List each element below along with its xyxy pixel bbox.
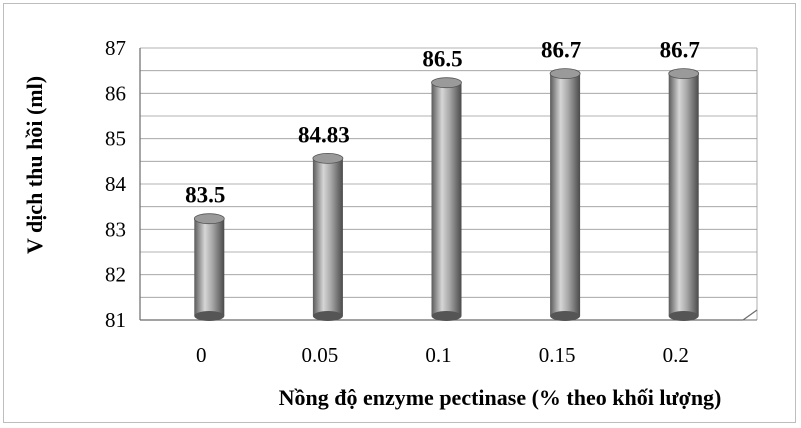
bar-top — [668, 68, 700, 79]
data-label: 86.7 — [541, 38, 581, 63]
bar — [193, 213, 225, 321]
bar — [549, 68, 581, 321]
bar-top — [312, 152, 344, 164]
data-label: 86.7 — [660, 38, 700, 63]
x-tick-label: 0.05 — [302, 343, 339, 367]
y-axis-label: V dịch thu hồi (ml) — [22, 76, 47, 254]
x-tick-label: 0 — [196, 343, 207, 367]
bar-base — [668, 311, 699, 321]
bars — [193, 68, 700, 321]
x-axis-label: Nồng độ enzyme pectinase (% theo khối lư… — [279, 385, 722, 410]
bar — [668, 68, 700, 321]
bar-top — [549, 68, 581, 79]
bar-base — [312, 311, 343, 321]
bar-body — [312, 158, 343, 316]
data-labels: 83.5 84.83 86.5 86.7 86.7 — [185, 38, 700, 208]
bar-base — [431, 311, 462, 321]
chart-frame — [3, 3, 796, 423]
x-tick-label: 0.2 — [663, 343, 689, 367]
floor-right-edge — [742, 309, 758, 321]
y-tick-label: 83 — [105, 217, 126, 241]
bar — [312, 152, 344, 321]
bar-body — [431, 82, 462, 317]
x-tick-label: 0.1 — [425, 343, 451, 367]
bar-base — [194, 311, 225, 321]
data-label: 86.5 — [422, 47, 462, 72]
bar-top — [193, 213, 225, 225]
bar-base — [550, 311, 581, 321]
bar-body — [550, 73, 581, 316]
y-tick-label: 81 — [105, 308, 126, 332]
data-label: 84.83 — [298, 122, 350, 147]
y-tick-label: 87 — [105, 36, 126, 60]
y-tick-label: 86 — [105, 81, 126, 105]
bar-body — [194, 218, 225, 316]
bar — [431, 77, 462, 321]
y-tick-label: 82 — [105, 263, 126, 287]
y-tick-label: 85 — [105, 127, 126, 151]
bar-top — [431, 77, 462, 89]
tick-labels: 81 82 83 84 85 86 87 0 0.05 0.1 0.15 0.2 — [105, 36, 689, 367]
bar-body — [668, 73, 699, 316]
y-tick-label: 84 — [105, 172, 127, 196]
x-tick-label: 0.15 — [539, 343, 576, 367]
data-label: 83.5 — [185, 183, 225, 208]
